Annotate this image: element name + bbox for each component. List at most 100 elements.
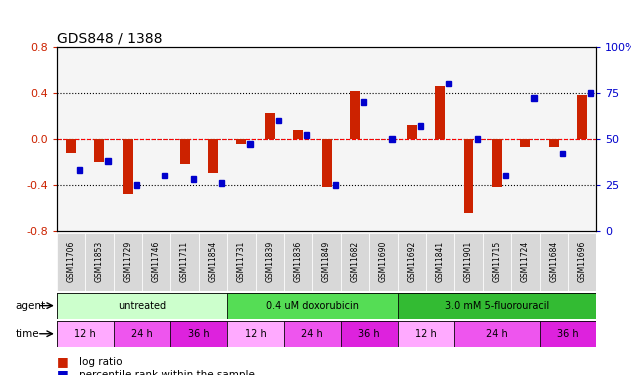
Bar — [398, 292, 596, 319]
Text: 36 h: 36 h — [188, 329, 209, 339]
Text: 3.0 mM 5-fluorouracil: 3.0 mM 5-fluorouracil — [445, 301, 549, 310]
Bar — [123, 139, 133, 194]
Text: 12 h: 12 h — [245, 329, 266, 339]
Text: GSM11724: GSM11724 — [521, 241, 530, 282]
Text: 24 h: 24 h — [486, 329, 508, 339]
Bar — [398, 321, 454, 347]
Bar — [256, 232, 284, 291]
Text: GSM11684: GSM11684 — [549, 241, 558, 282]
Bar — [284, 232, 312, 291]
Text: 12 h: 12 h — [415, 329, 437, 339]
Bar — [57, 292, 227, 319]
Bar — [293, 130, 303, 139]
Text: 36 h: 36 h — [358, 329, 380, 339]
Text: GSM11731: GSM11731 — [237, 241, 246, 282]
Bar — [475, 136, 480, 142]
Bar — [540, 232, 568, 291]
Bar — [333, 182, 338, 188]
Bar — [549, 139, 558, 147]
Bar — [227, 321, 284, 347]
Bar — [503, 172, 508, 178]
Bar — [208, 139, 218, 173]
Bar — [560, 151, 565, 156]
Bar — [531, 96, 536, 101]
Text: GSM11839: GSM11839 — [265, 241, 274, 282]
Bar — [170, 232, 199, 291]
Text: GSM11690: GSM11690 — [379, 241, 388, 282]
Bar — [57, 321, 114, 347]
Text: log ratio: log ratio — [79, 357, 122, 367]
Bar — [540, 321, 596, 347]
Bar — [66, 139, 76, 153]
Text: GSM11692: GSM11692 — [407, 241, 416, 282]
Text: 24 h: 24 h — [131, 329, 153, 339]
Bar — [227, 232, 256, 291]
Text: untreated: untreated — [118, 301, 166, 310]
Bar — [418, 123, 423, 129]
Bar — [446, 81, 451, 87]
Bar — [191, 176, 196, 182]
Text: agent: agent — [16, 301, 46, 310]
Bar — [568, 232, 596, 291]
Bar — [361, 99, 366, 105]
Bar — [162, 172, 167, 178]
Bar — [511, 232, 540, 291]
Text: GSM11706: GSM11706 — [66, 241, 76, 282]
Bar — [219, 180, 224, 186]
Bar — [284, 321, 341, 347]
Bar — [407, 125, 416, 139]
Bar — [588, 90, 593, 96]
Bar — [483, 232, 511, 291]
Text: GSM11849: GSM11849 — [322, 241, 331, 282]
Bar — [322, 139, 331, 187]
Bar — [95, 139, 104, 162]
Text: GSM11836: GSM11836 — [293, 241, 303, 282]
Bar — [77, 167, 82, 173]
Text: 24 h: 24 h — [302, 329, 323, 339]
Bar — [276, 117, 281, 123]
Text: ■: ■ — [57, 356, 69, 368]
Bar — [454, 232, 483, 291]
Text: 12 h: 12 h — [74, 329, 96, 339]
Bar — [492, 139, 502, 187]
Bar — [142, 232, 170, 291]
Text: GSM11901: GSM11901 — [464, 241, 473, 282]
Text: time: time — [16, 329, 39, 339]
Text: GSM11853: GSM11853 — [95, 241, 104, 282]
Bar — [426, 232, 454, 291]
Bar — [265, 114, 274, 139]
Text: GSM11696: GSM11696 — [577, 241, 587, 282]
Bar — [227, 292, 398, 319]
Bar — [304, 132, 309, 138]
Text: GSM11711: GSM11711 — [180, 241, 189, 282]
Text: GSM11729: GSM11729 — [123, 241, 133, 282]
Bar — [57, 232, 85, 291]
Bar — [199, 232, 227, 291]
Text: GDS848 / 1388: GDS848 / 1388 — [57, 32, 162, 46]
Bar — [85, 232, 114, 291]
Bar — [454, 321, 540, 347]
Bar — [435, 86, 445, 139]
Bar — [577, 95, 587, 139]
Text: GSM11841: GSM11841 — [435, 241, 445, 282]
Bar — [521, 139, 530, 147]
Bar — [134, 182, 139, 188]
Bar — [369, 232, 398, 291]
Bar — [389, 136, 394, 142]
Text: GSM11746: GSM11746 — [151, 241, 161, 282]
Text: GSM11715: GSM11715 — [492, 241, 502, 282]
Bar — [464, 139, 473, 213]
Bar — [105, 158, 110, 164]
Bar — [180, 139, 189, 164]
Bar — [237, 139, 246, 144]
Text: 36 h: 36 h — [557, 329, 579, 339]
Bar — [350, 90, 360, 139]
Bar — [312, 232, 341, 291]
Text: percentile rank within the sample: percentile rank within the sample — [79, 370, 255, 375]
Bar — [341, 321, 398, 347]
Bar — [247, 141, 252, 147]
Bar — [170, 321, 227, 347]
Bar — [341, 232, 369, 291]
Text: 0.4 uM doxorubicin: 0.4 uM doxorubicin — [266, 301, 359, 310]
Bar — [114, 232, 142, 291]
